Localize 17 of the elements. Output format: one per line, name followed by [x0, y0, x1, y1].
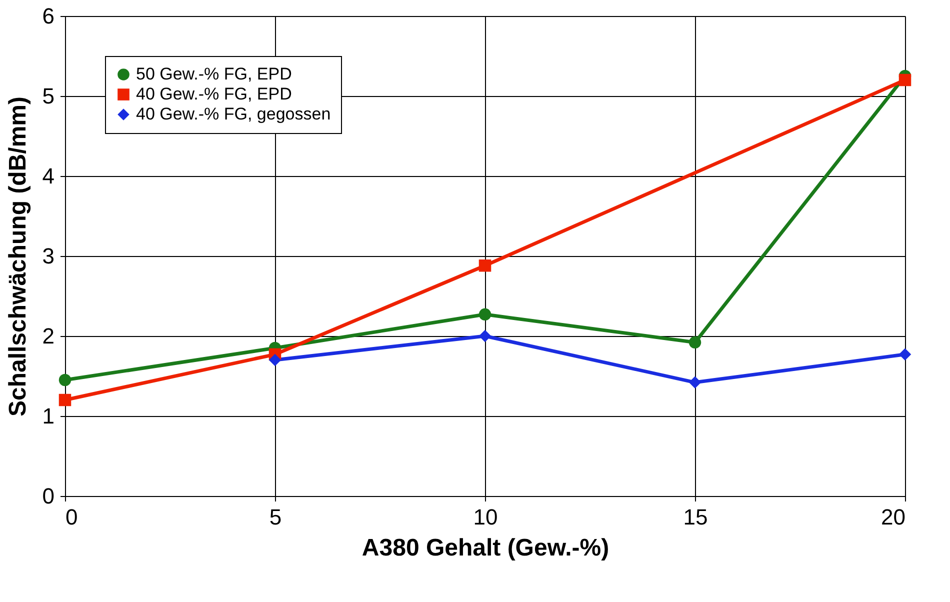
x-axis-title: A380 Gehalt (Gew.-%)	[362, 534, 610, 562]
y-axis-title: Schallschwächung (dB/mm)	[4, 96, 32, 417]
legend-label: 50 Gew.-% FG, EPD	[136, 64, 292, 84]
legend-label: 40 Gew.-% FG, EPD	[136, 84, 292, 104]
y-tick-label: 2	[42, 324, 54, 348]
x-tick-label: 10	[473, 504, 498, 530]
x-tick-label: 0	[66, 504, 78, 530]
y-tick-label: 4	[42, 164, 54, 188]
x-tick-label: 15	[683, 504, 708, 530]
y-tick-label: 5	[42, 84, 54, 108]
y-tick-label: 1	[42, 404, 54, 428]
x-tick-label: 5	[269, 504, 282, 530]
legend-label: 40 Gew.-% FG, gegossen	[136, 104, 331, 124]
y-tick-label: 3	[42, 244, 54, 268]
y-tick-label: 0	[42, 484, 54, 508]
y-tick-label: 6	[42, 4, 54, 28]
x-tick-label: 20	[881, 504, 906, 530]
